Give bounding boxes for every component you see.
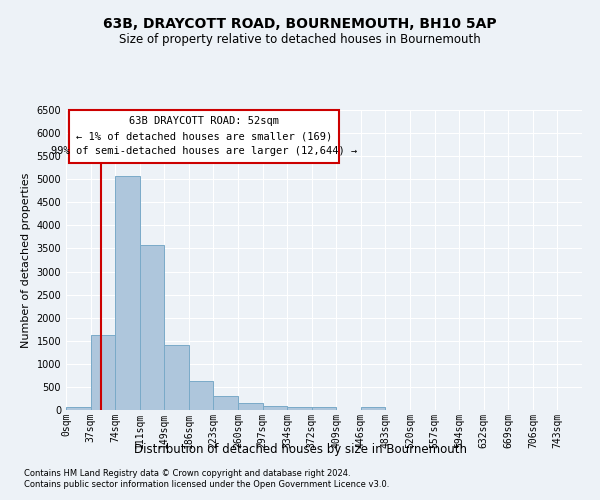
Bar (263, 406, 287, 410)
Text: 63B DRAYCOTT ROAD: 52sqm
← 1% of detached houses are smaller (169)
99% of semi-d: 63B DRAYCOTT ROAD: 52sqm ← 1% of detache… (51, 116, 357, 156)
Bar (140, 245, 164, 410)
Text: Distribution of detached houses by size in Bournemouth: Distribution of detached houses by size … (133, 442, 467, 456)
Text: 63B, DRAYCOTT ROAD, BOURNEMOUTH, BH10 5AP: 63B, DRAYCOTT ROAD, BOURNEMOUTH, BH10 5A… (103, 18, 497, 32)
Bar (66, 406, 91, 410)
Text: Contains public sector information licensed under the Open Government Licence v3: Contains public sector information licen… (24, 480, 389, 489)
Bar (91, 335, 115, 410)
Bar (189, 382, 214, 410)
Bar (164, 345, 189, 410)
Bar (361, 406, 385, 410)
Bar (115, 176, 140, 410)
Text: Contains HM Land Registry data © Crown copyright and database right 2024.: Contains HM Land Registry data © Crown c… (24, 468, 350, 477)
Y-axis label: Number of detached properties: Number of detached properties (21, 172, 31, 348)
Bar (287, 408, 312, 410)
Bar (214, 396, 238, 410)
Bar (312, 406, 336, 410)
FancyBboxPatch shape (68, 110, 340, 162)
Bar (238, 403, 263, 410)
Text: Size of property relative to detached houses in Bournemouth: Size of property relative to detached ho… (119, 32, 481, 46)
